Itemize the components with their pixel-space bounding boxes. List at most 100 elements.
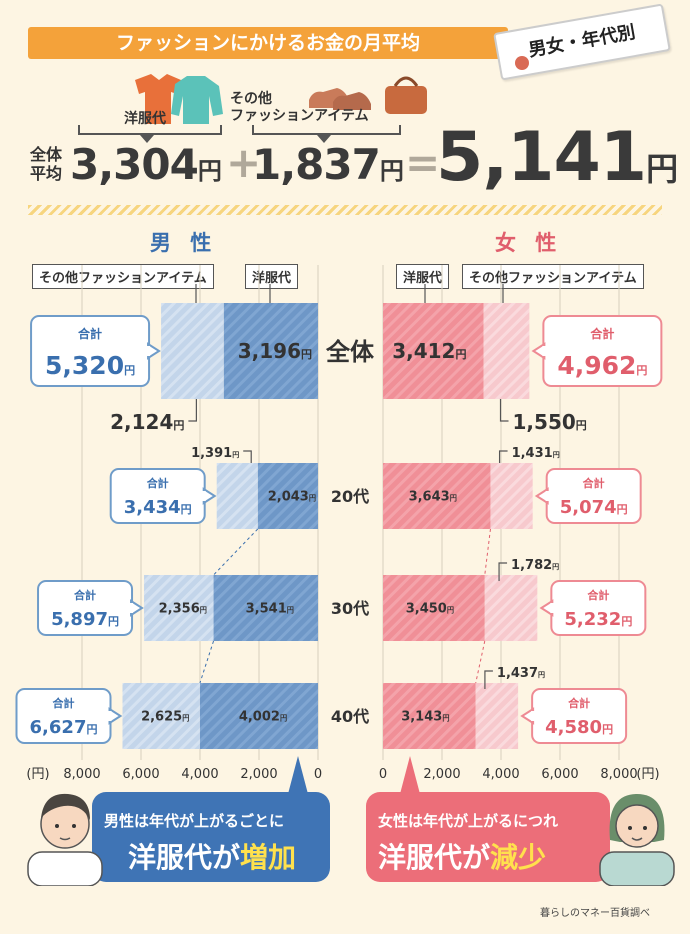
- tag-hole-decoration: [515, 56, 529, 70]
- male-other-leader: [188, 399, 197, 422]
- male-legend-other: その他ファッションアイテム: [32, 264, 214, 289]
- male-clothes-value-label: 2,043円: [268, 490, 316, 505]
- female-other-value-label: 1,431円: [512, 446, 560, 461]
- category-label: 30代: [331, 599, 369, 618]
- female-total-word: 合計: [583, 476, 605, 490]
- male-total-word: 合計: [74, 588, 96, 602]
- yen-unit: 円: [538, 671, 545, 679]
- male-total-value: 5,897円: [51, 609, 119, 630]
- female-callout-highlight: 減少: [490, 841, 547, 874]
- female-other-value-label: 1,782円: [511, 558, 559, 573]
- female-total-word: 合計: [590, 326, 614, 341]
- shoes-bag-illustration-icon: [309, 76, 427, 114]
- female-callout-text: 洋服代が: [378, 841, 491, 874]
- overall-other-number: 1,837: [252, 140, 381, 189]
- yen-unit: 円: [646, 150, 678, 188]
- yen-unit: 円: [552, 563, 559, 571]
- male-other-value-label: 2,356円: [159, 602, 207, 617]
- female-other-bar: [483, 303, 530, 399]
- male-other-value-label: 2,124円: [110, 410, 184, 434]
- yen-unit: 円: [124, 364, 135, 377]
- yen-unit: 円: [232, 451, 239, 459]
- female-callout-line1: 女性は年代が上がるにつれ: [378, 812, 559, 830]
- female-clothes-bar: [383, 575, 485, 641]
- overall-total-number: 5,141: [436, 118, 647, 197]
- category-label: 40代: [331, 707, 369, 726]
- female-clothes-bar: [383, 303, 484, 399]
- female-total-pointer-mask: [542, 346, 547, 356]
- clothes-header-label: 洋服代: [124, 111, 166, 127]
- male-total-pointer-mask: [146, 346, 151, 356]
- female-trend-line: [484, 528, 491, 576]
- female-other-leader: [499, 399, 509, 422]
- x-tick-label: 0: [379, 767, 387, 782]
- male-callout-line2: 洋服代が増加: [128, 836, 296, 876]
- male-other-value-label: 2,625円: [141, 710, 189, 725]
- female-total-pointer-mask: [545, 491, 550, 501]
- male-total-word: 合計: [147, 476, 169, 490]
- female-callout: 女性は年代が上がるにつれ 洋服代が減少: [366, 792, 610, 882]
- x-tick-label: 4,000: [181, 767, 218, 782]
- overall-total-value: 5,141円: [436, 118, 678, 197]
- female-total-word: 合計: [587, 588, 609, 602]
- female-legend-clothes: 洋服代: [396, 264, 450, 289]
- male-other-bar: [216, 463, 258, 529]
- yen-unit: 円: [181, 503, 192, 516]
- x-tick-label: 8,000: [600, 767, 637, 782]
- female-other-bar: [484, 575, 538, 641]
- x-tick-label: 2,000: [423, 767, 460, 782]
- female-other-leader: [498, 450, 508, 463]
- female-clothes-value-label: 3,412円: [392, 339, 466, 363]
- female-total-pointer-mask: [550, 603, 555, 613]
- yen-unit: 円: [455, 348, 466, 361]
- overall-clothes-value: 3,304円: [70, 140, 222, 189]
- yen-unit: 円: [197, 157, 222, 185]
- male-clothes-value-label: 3,196円: [238, 339, 312, 363]
- male-callout-line1: 男性は年代が上がるごとに: [104, 812, 285, 830]
- male-callout-pointer: [288, 756, 308, 794]
- male-total-pointer-mask: [107, 711, 112, 721]
- male-total-value: 6,627円: [30, 717, 98, 738]
- male-other-value-label: 1,391円: [191, 446, 239, 461]
- male-heading: 男 性: [150, 231, 218, 255]
- male-trend-line: [213, 528, 259, 576]
- x-tick-label: 6,000: [122, 767, 159, 782]
- equals-sign: =: [405, 138, 441, 187]
- x-tick-label: 6,000: [541, 767, 578, 782]
- x-unit-label: (円): [636, 767, 659, 782]
- stripe-divider: [28, 205, 662, 215]
- yen-unit: 円: [280, 714, 287, 723]
- male-other-bar: [122, 683, 200, 749]
- female-legend-other: その他ファッションアイテム: [462, 264, 644, 289]
- yen-unit: 円: [553, 451, 560, 459]
- female-other-value-label: 1,550円: [513, 410, 587, 434]
- plus-sign: +: [226, 138, 262, 187]
- male-callout: 男性は年代が上がるごとに 洋服代が増加: [92, 792, 330, 882]
- female-total-value: 5,232円: [564, 609, 632, 630]
- overall-clothes-number: 3,304: [70, 140, 199, 189]
- yen-unit: 円: [617, 503, 628, 516]
- female-other-bar: [490, 463, 533, 529]
- x-tick-label: 4,000: [482, 767, 519, 782]
- female-other-leader: [484, 670, 493, 689]
- page-title: ファッションにかけるお金の月平均: [115, 32, 420, 54]
- category-label: 20代: [331, 487, 369, 506]
- female-total-word: 合計: [568, 696, 590, 710]
- female-heading: 女 性: [495, 231, 563, 255]
- source-note: 暮らしのマネー百貨調べ: [540, 908, 650, 919]
- male-callout-text: 洋服代が: [128, 841, 241, 874]
- female-trend-line: [475, 640, 486, 684]
- male-total-word: 合計: [78, 326, 102, 341]
- yen-unit: 円: [621, 615, 632, 628]
- female-total-pointer-mask: [531, 711, 536, 721]
- other-header-label: その他 ファッションアイテム: [230, 91, 369, 124]
- yen-unit: 円: [636, 364, 647, 377]
- male-legend-clothes: 洋服代: [245, 264, 299, 289]
- male-clothes-value-label: 3,541円: [246, 602, 294, 617]
- clothes-illustration-icon: [135, 74, 223, 124]
- female-other-value-label: 1,437円: [497, 666, 545, 681]
- yen-unit: 円: [447, 606, 454, 615]
- yen-unit: 円: [287, 606, 294, 615]
- yen-unit: 円: [200, 606, 207, 615]
